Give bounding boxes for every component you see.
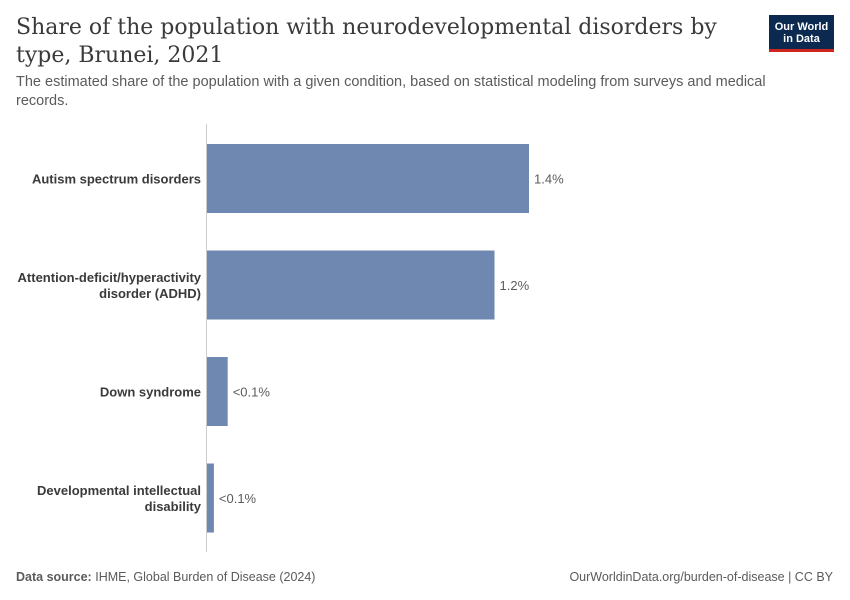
category-label: Attention-deficit/hyperactivity xyxy=(18,270,202,285)
category-label: disorder (ADHD) xyxy=(99,286,201,301)
bar xyxy=(207,357,228,426)
bar xyxy=(207,250,495,320)
value-label: 1.4% xyxy=(534,172,564,187)
footer-url[interactable]: OurWorldinData.org/burden-of-disease | C… xyxy=(569,570,833,584)
category-label: disability xyxy=(145,499,202,514)
logo-line-1: Our World xyxy=(774,21,829,33)
data-source: Data source: IHME, Global Burden of Dise… xyxy=(16,570,315,584)
category-label: Down syndrome xyxy=(100,385,201,400)
value-label: <0.1% xyxy=(219,491,257,506)
category-label: Autism spectrum disorders xyxy=(32,172,201,187)
owid-logo[interactable]: Our World in Data xyxy=(769,15,834,52)
data-source-link[interactable]: IHME, Global Burden of Disease (2024) xyxy=(95,570,316,584)
bar xyxy=(207,144,529,213)
category-label: Developmental intellectual xyxy=(37,483,201,498)
value-label: 1.2% xyxy=(500,278,530,293)
bar xyxy=(207,463,214,533)
chart-subtitle: The estimated share of the population wi… xyxy=(16,74,766,109)
value-label: <0.1% xyxy=(233,385,271,400)
logo-line-2: in Data xyxy=(783,33,820,45)
chart-title: Share of the population with neurodevelo… xyxy=(16,15,717,68)
data-source-label: Data source: xyxy=(16,570,92,584)
